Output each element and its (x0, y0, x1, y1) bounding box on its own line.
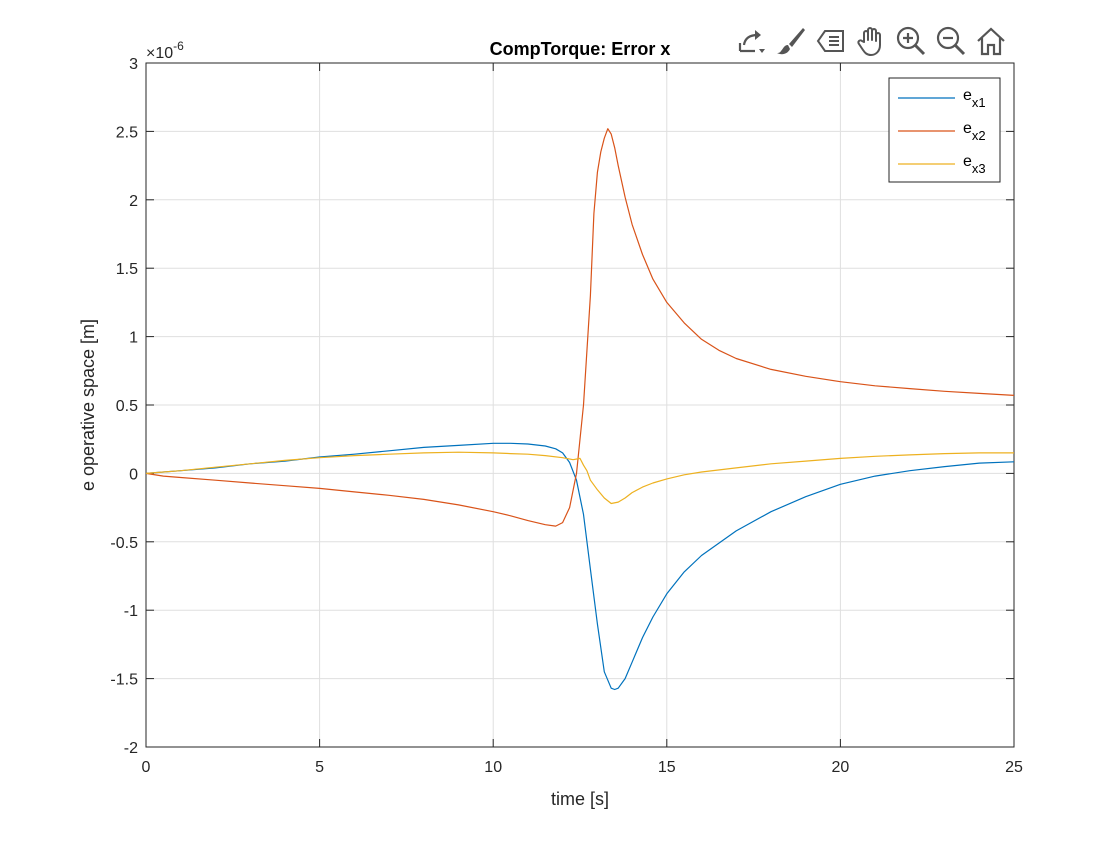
datatips-icon (816, 30, 844, 52)
datatips-button[interactable] (812, 22, 850, 60)
x-axis-label: time [s] (551, 789, 609, 809)
y-tick-label: -1 (124, 603, 138, 620)
pan-hand-icon (857, 27, 881, 56)
y-exponent-base: ×10 (146, 45, 173, 62)
legend-label-subscript: x1 (972, 95, 986, 110)
zoom-out-icon (936, 26, 966, 56)
y-exponent-label: ×10-6 (146, 39, 184, 62)
series-line-x1 (145, 442, 1015, 691)
x-tick-label: 10 (484, 759, 502, 776)
legend-label-x2: ex2 (963, 120, 986, 143)
legend-label-subscript: x2 (972, 128, 986, 143)
legend-label-main: e (963, 120, 972, 137)
grid (145, 62, 1015, 748)
legend-label-main: e (963, 153, 972, 170)
y-exponent-power: -6 (173, 39, 184, 53)
y-tick-label: 0 (129, 466, 138, 483)
y-tick-label: -1.5 (110, 672, 138, 689)
series-line-x3 (145, 451, 1014, 505)
x-tick-label: 25 (1005, 759, 1023, 776)
zoom-in-icon (896, 26, 926, 56)
home-button[interactable] (972, 22, 1010, 60)
y-tick-label: 0.5 (116, 398, 138, 415)
y-tick-label: 1.5 (116, 261, 138, 278)
brush-icon (777, 28, 805, 55)
legend-label-x3: ex3 (963, 153, 986, 176)
legend-label-main: e (963, 87, 972, 104)
y-tick-label: -0.5 (110, 535, 138, 552)
zoom-out-button[interactable] (932, 22, 970, 60)
y-tick-label: 1 (129, 330, 138, 347)
axis-ticks: 0 5 10 15 20 25 -2 -1.5 -1 -0.5 0 0.5 1 1.5 2 2.5 3 (110, 56, 1023, 776)
brush-button[interactable] (772, 22, 810, 60)
series-layer (145, 128, 1015, 691)
legend-box (888, 77, 1001, 183)
chart-title: CompTorque: Error x (490, 39, 671, 59)
x-tick-label: 15 (658, 759, 676, 776)
series-line-x2 (145, 128, 1015, 527)
y-tick-label: 3 (129, 56, 138, 73)
x-tick-label: 5 (315, 759, 324, 776)
y-tick-label: 2 (129, 193, 138, 210)
zoom-in-button[interactable] (892, 22, 930, 60)
y-axis-label: e operative space [m] (78, 319, 98, 491)
export-button[interactable] (732, 22, 770, 60)
x-tick-label: 20 (832, 759, 850, 776)
y-tick-label: -2 (124, 740, 138, 757)
axes-toolbar (732, 22, 1010, 60)
y-tick-label: 2.5 (116, 124, 138, 141)
legend-label-x1: ex1 (963, 87, 986, 110)
export-icon (738, 30, 765, 53)
home-icon (977, 27, 1005, 56)
legend-label-subscript: x3 (972, 161, 986, 176)
x-tick-label: 0 (142, 759, 151, 776)
pan-button[interactable] (852, 22, 890, 60)
